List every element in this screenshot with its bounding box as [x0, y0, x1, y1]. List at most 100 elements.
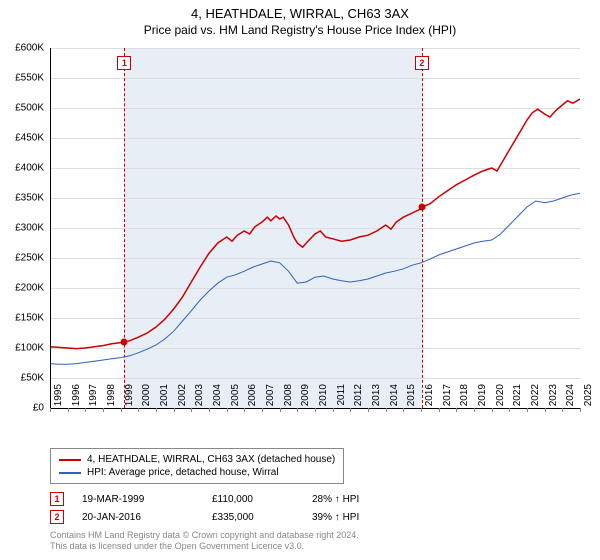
y-tick-label: £50K	[0, 373, 44, 384]
x-tick	[121, 408, 122, 412]
x-tick-label: 2012	[353, 384, 364, 414]
x-tick	[509, 408, 510, 412]
y-tick-label: £100K	[0, 343, 44, 354]
x-tick-label: 2018	[459, 384, 470, 414]
y-tick-label: £150K	[0, 313, 44, 324]
series-hpi	[50, 193, 580, 364]
x-tick	[280, 408, 281, 412]
x-tick-label: 2021	[512, 384, 523, 414]
x-tick-label: 2013	[371, 384, 382, 414]
x-tick	[191, 408, 192, 412]
x-tick	[297, 408, 298, 412]
footer-line-1: Contains HM Land Registry data © Crown c…	[50, 530, 359, 541]
x-tick	[403, 408, 404, 412]
x-tick	[138, 408, 139, 412]
legend-swatch	[59, 472, 81, 474]
x-tick-label: 2001	[159, 384, 170, 414]
x-tick	[315, 408, 316, 412]
x-tick	[386, 408, 387, 412]
sales-date: 19-MAR-1999	[82, 494, 212, 505]
line-series	[50, 48, 580, 408]
x-tick-label: 1998	[106, 384, 117, 414]
x-tick-label: 2000	[141, 384, 152, 414]
x-tick-label: 1996	[71, 384, 82, 414]
sales-marker: 2	[50, 510, 64, 524]
x-tick	[244, 408, 245, 412]
sales-price: £110,000	[212, 494, 312, 505]
x-tick-label: 2005	[230, 384, 241, 414]
x-tick	[474, 408, 475, 412]
x-tick	[68, 408, 69, 412]
plot-area: 12 £0£50K£100K£150K£200K£250K£300K£350K£…	[50, 48, 580, 408]
x-tick-label: 2023	[548, 384, 559, 414]
x-tick-label: 2003	[194, 384, 205, 414]
series-property	[50, 99, 580, 349]
sale-marker-box: 1	[117, 56, 131, 70]
sales-marker: 1	[50, 492, 64, 506]
x-tick-label: 1999	[124, 384, 135, 414]
y-axis	[50, 48, 51, 408]
sales-pct: 39% ↑ HPI	[312, 512, 412, 523]
legend-swatch	[59, 459, 81, 461]
x-tick	[545, 408, 546, 412]
x-tick	[562, 408, 563, 412]
x-tick-label: 2010	[318, 384, 329, 414]
legend-label: HPI: Average price, detached house, Wirr…	[87, 467, 279, 478]
x-tick-label: 2004	[212, 384, 223, 414]
y-tick-label: £550K	[0, 73, 44, 84]
x-tick-label: 2009	[300, 384, 311, 414]
x-tick	[209, 408, 210, 412]
sales-row: 2 20-JAN-2016£335,00039% ↑ HPI	[50, 508, 412, 526]
y-tick-label: £300K	[0, 223, 44, 234]
x-tick	[456, 408, 457, 412]
y-tick-label: £450K	[0, 133, 44, 144]
x-tick-label: 2015	[406, 384, 417, 414]
legend-row: HPI: Average price, detached house, Wirr…	[59, 466, 335, 479]
x-tick	[50, 408, 51, 412]
sales-row: 1 19-MAR-1999£110,00028% ↑ HPI	[50, 490, 412, 508]
x-tick	[103, 408, 104, 412]
y-tick-label: £200K	[0, 283, 44, 294]
y-tick-label: £0	[0, 403, 44, 414]
sales-date: 20-JAN-2016	[82, 512, 212, 523]
x-tick	[227, 408, 228, 412]
x-tick	[333, 408, 334, 412]
x-tick-label: 2019	[477, 384, 488, 414]
x-tick-label: 2017	[442, 384, 453, 414]
y-tick-label: £250K	[0, 253, 44, 264]
x-tick	[350, 408, 351, 412]
chart-container: 4, HEATHDALE, WIRRAL, CH63 3AX Price pai…	[0, 0, 600, 560]
x-tick	[262, 408, 263, 412]
chart-title: 4, HEATHDALE, WIRRAL, CH63 3AX	[0, 0, 600, 21]
x-tick-label: 2020	[495, 384, 506, 414]
sale-dot	[121, 339, 128, 346]
sale-dot	[418, 204, 425, 211]
sales-price: £335,000	[212, 512, 312, 523]
x-tick	[492, 408, 493, 412]
x-tick	[368, 408, 369, 412]
sale-marker-box: 2	[415, 56, 429, 70]
x-tick-label: 2024	[565, 384, 576, 414]
sales-pct: 28% ↑ HPI	[312, 494, 412, 505]
x-tick-label: 2006	[247, 384, 258, 414]
y-tick-label: £600K	[0, 43, 44, 54]
legend-label: 4, HEATHDALE, WIRRAL, CH63 3AX (detached…	[87, 454, 335, 465]
x-tick-label: 2011	[336, 384, 347, 414]
x-tick-label: 2022	[530, 384, 541, 414]
footer-line-2: This data is licensed under the Open Gov…	[50, 541, 359, 552]
x-tick-label: 1997	[88, 384, 99, 414]
x-tick-label: 2016	[424, 384, 435, 414]
x-tick	[580, 408, 581, 412]
y-tick-label: £400K	[0, 163, 44, 174]
sales-table: 1 19-MAR-1999£110,00028% ↑ HPI 2 20-JAN-201…	[50, 490, 412, 526]
x-tick-label: 2008	[283, 384, 294, 414]
x-tick-label: 2002	[177, 384, 188, 414]
chart-subtitle: Price paid vs. HM Land Registry's House …	[0, 21, 600, 43]
y-tick-label: £350K	[0, 193, 44, 204]
footer-attribution: Contains HM Land Registry data © Crown c…	[50, 530, 359, 552]
legend: 4, HEATHDALE, WIRRAL, CH63 3AX (detached…	[50, 448, 344, 484]
x-tick	[174, 408, 175, 412]
x-tick	[85, 408, 86, 412]
x-tick-label: 2025	[583, 384, 594, 414]
x-tick	[421, 408, 422, 412]
